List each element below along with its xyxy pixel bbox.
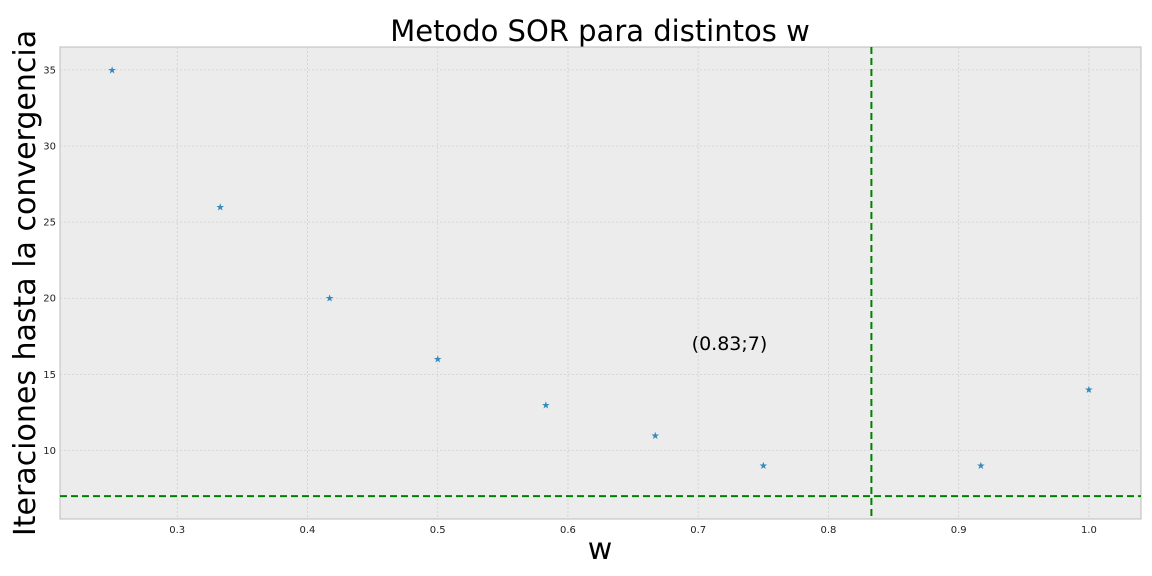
y-tick-label: 35 bbox=[43, 65, 56, 76]
y-tick-label: 15 bbox=[43, 370, 56, 381]
data-point: ★ bbox=[216, 202, 225, 213]
y-tick-label: 25 bbox=[43, 218, 56, 229]
x-axis-label: w bbox=[588, 532, 613, 567]
x-tick-label: 0.3 bbox=[169, 525, 185, 536]
annotation-label: (0.83;7) bbox=[692, 333, 768, 355]
y-tick-label: 20 bbox=[43, 294, 56, 305]
x-tick-label: 0.6 bbox=[560, 525, 576, 536]
x-tick-label: 0.8 bbox=[820, 525, 836, 536]
data-point: ★ bbox=[325, 294, 334, 305]
y-tick-label: 30 bbox=[43, 141, 56, 152]
y-axis-ticks: 10 15 20 25 30 35 bbox=[43, 65, 56, 457]
plot-area bbox=[60, 47, 1141, 519]
data-point: ★ bbox=[541, 400, 550, 411]
data-point: ★ bbox=[108, 65, 117, 76]
data-point: ★ bbox=[759, 461, 768, 472]
data-point: ★ bbox=[651, 431, 660, 442]
y-axis-label: Iteraciones hasta la convergencia bbox=[8, 30, 43, 536]
x-tick-label: 1.0 bbox=[1081, 525, 1097, 536]
data-point: ★ bbox=[976, 461, 985, 472]
y-tick-label: 10 bbox=[43, 446, 56, 457]
data-point: ★ bbox=[1084, 385, 1093, 396]
data-point: ★ bbox=[433, 355, 442, 366]
x-tick-label: 0.7 bbox=[690, 525, 706, 536]
x-tick-label: 0.5 bbox=[430, 525, 446, 536]
x-axis-ticks: 0.3 0.4 0.5 0.6 0.7 0.8 0.9 1.0 bbox=[169, 525, 1097, 536]
x-tick-label: 0.4 bbox=[300, 525, 316, 536]
x-tick-label: 0.9 bbox=[951, 525, 967, 536]
chart-title: Metodo SOR para distintos w bbox=[390, 14, 810, 48]
